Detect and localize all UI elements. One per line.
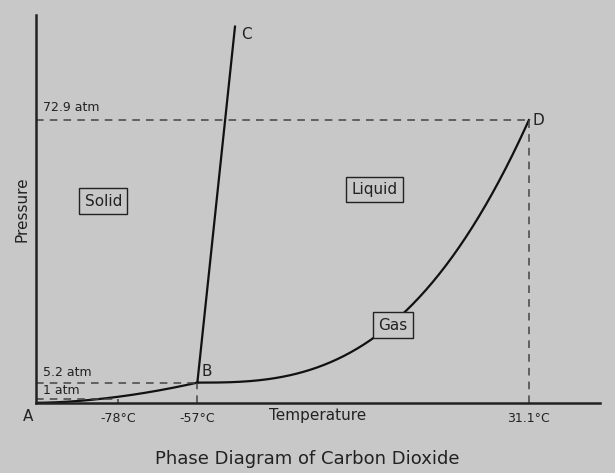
Text: C: C <box>240 27 252 42</box>
X-axis label: Temperature: Temperature <box>269 408 367 423</box>
Text: B: B <box>201 364 212 379</box>
Text: 31.1°C: 31.1°C <box>507 412 550 426</box>
Y-axis label: Pressure: Pressure <box>15 176 30 242</box>
Text: A: A <box>23 409 34 424</box>
Text: -57°C: -57°C <box>180 412 215 426</box>
Text: 72.9 atm: 72.9 atm <box>43 101 100 114</box>
Text: D: D <box>533 113 544 128</box>
Text: 1 atm: 1 atm <box>43 384 80 397</box>
Text: Solid: Solid <box>85 193 122 209</box>
Text: Liquid: Liquid <box>351 182 397 197</box>
Text: Gas: Gas <box>378 318 408 333</box>
Text: Phase Diagram of Carbon Dioxide: Phase Diagram of Carbon Dioxide <box>155 450 460 468</box>
Text: -78°C: -78°C <box>100 412 136 426</box>
Text: 5.2 atm: 5.2 atm <box>43 366 92 379</box>
